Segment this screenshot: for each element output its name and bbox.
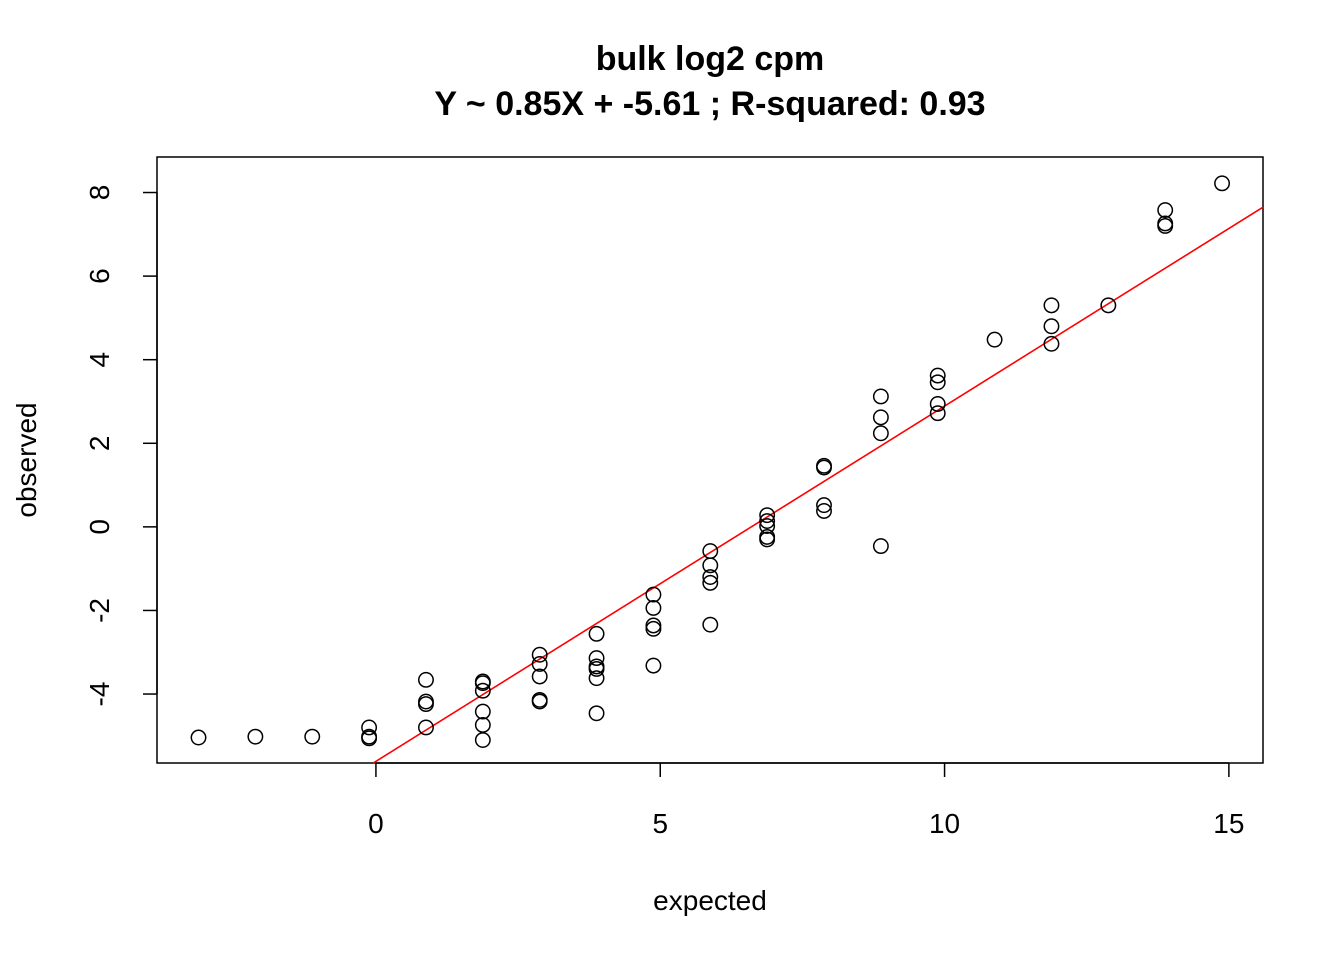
data-point (588, 705, 605, 722)
data-point (474, 682, 491, 699)
data-point (190, 729, 207, 746)
data-point (1214, 175, 1231, 192)
y-tick-label: 4 (84, 352, 115, 368)
data-point (645, 599, 662, 616)
data-point (645, 657, 662, 674)
data-point (645, 586, 662, 603)
x-tick-label: 0 (368, 808, 384, 839)
x-tick-label: 5 (652, 808, 668, 839)
data-point (816, 503, 832, 519)
y-tick-label: -4 (84, 682, 115, 707)
data-point (588, 661, 605, 677)
data-point (645, 620, 662, 637)
chart-title: bulk log2 cpm (596, 40, 825, 78)
data-point (361, 719, 378, 736)
data-point (702, 543, 719, 560)
data-point (1100, 297, 1117, 314)
data-point (531, 668, 548, 685)
data-point (929, 396, 946, 412)
data-point (759, 531, 776, 548)
data-point (1043, 335, 1060, 352)
data-point (531, 646, 548, 663)
data-point (702, 569, 719, 585)
data-point (872, 425, 889, 442)
y-tick-label: 0 (84, 519, 115, 535)
data-point (361, 730, 378, 747)
data-point (759, 507, 776, 524)
data-point (531, 656, 548, 672)
data-point (1157, 202, 1174, 219)
y-tick-label: 2 (84, 435, 115, 451)
data-point (759, 518, 776, 534)
data-point (304, 728, 321, 745)
y-tick-label: 6 (84, 268, 115, 284)
data-point (474, 675, 491, 692)
regression-line-group (372, 206, 1264, 764)
data-point (531, 693, 548, 710)
y-tick-label: 8 (84, 185, 115, 201)
y-axis-label: observed (11, 402, 42, 517)
data-point (474, 717, 491, 733)
data-point (816, 459, 832, 476)
data-point (929, 405, 946, 422)
data-point (872, 538, 889, 555)
data-points (190, 175, 1231, 748)
data-point (474, 703, 491, 720)
data-point (474, 732, 491, 748)
data-point (418, 719, 434, 736)
data-point (816, 497, 832, 514)
data-point (872, 388, 889, 405)
data-point (759, 513, 776, 529)
data-point (702, 574, 719, 591)
data-point (247, 728, 264, 745)
data-point (702, 557, 719, 574)
data-point (929, 367, 946, 384)
y-axis: -4 -2 0 2 4 6 8 (84, 185, 158, 707)
data-point (588, 625, 605, 642)
x-tick-label: 10 (929, 808, 960, 839)
data-point (702, 616, 719, 633)
x-tick-label: 15 (1213, 808, 1244, 839)
plot-frame (156, 156, 1264, 764)
data-point (418, 671, 434, 688)
data-point (1043, 297, 1060, 314)
data-point (588, 650, 605, 667)
data-point (1157, 218, 1174, 234)
x-axis: 0 5 10 15 (368, 762, 1244, 839)
data-point (645, 617, 662, 634)
data-point (1043, 318, 1060, 335)
x-axis-label: expected (653, 885, 767, 916)
y-tick-label: -2 (84, 598, 115, 623)
regression-line (372, 206, 1264, 764)
data-point (418, 696, 434, 713)
chart-subtitle: Y ~ 0.85X + -5.61 ; R-squared: 0.93 (434, 85, 985, 123)
data-point (872, 409, 889, 426)
data-point (986, 331, 1003, 348)
data-point (929, 374, 946, 391)
data-point (588, 670, 605, 687)
